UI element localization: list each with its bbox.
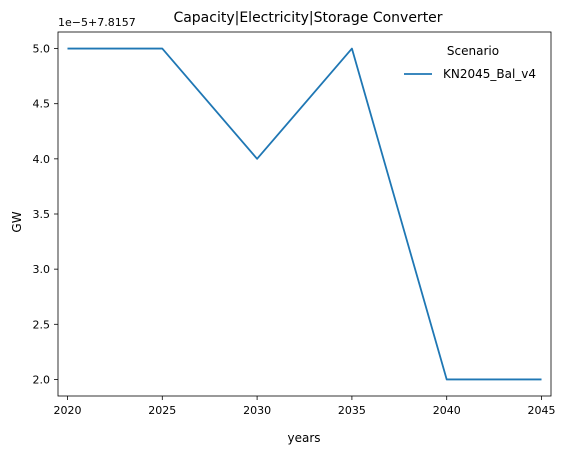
y-axis: 2.0 2.5 3.0 3.5 4.0 4.5 5.0 <box>33 43 58 386</box>
chart-title: Capacity|Electricity|Storage Converter <box>173 10 442 26</box>
y-offset-label: 1e−5+7.8157 <box>58 16 136 29</box>
legend-label: KN2045_Bal_v4 <box>443 67 536 81</box>
y-tick-label: 2.0 <box>33 373 51 386</box>
y-tick-label: 5.0 <box>33 43 51 56</box>
x-tick-label: 2020 <box>53 404 81 417</box>
y-tick-label: 3.5 <box>33 208 51 221</box>
y-tick-label: 3.0 <box>33 263 51 276</box>
y-tick-label: 4.5 <box>33 98 51 111</box>
x-axis: 2020 2025 2030 2035 2040 2045 <box>53 396 556 417</box>
x-axis-label: years <box>287 431 320 445</box>
legend: Scenario KN2045_Bal_v4 <box>404 44 536 81</box>
y-axis-label: GW <box>10 211 24 232</box>
legend-title: Scenario <box>447 44 499 58</box>
x-tick-label: 2025 <box>148 404 176 417</box>
x-tick-label: 2030 <box>243 404 271 417</box>
x-tick-label: 2035 <box>338 404 366 417</box>
x-tick-label: 2045 <box>528 404 556 417</box>
y-tick-label: 4.0 <box>33 153 51 166</box>
series-lines <box>67 47 542 381</box>
x-tick-label: 2040 <box>433 404 461 417</box>
plot-area-frame <box>57 31 552 397</box>
y-tick-label: 2.5 <box>33 318 51 331</box>
series-line-0 <box>67 47 542 381</box>
